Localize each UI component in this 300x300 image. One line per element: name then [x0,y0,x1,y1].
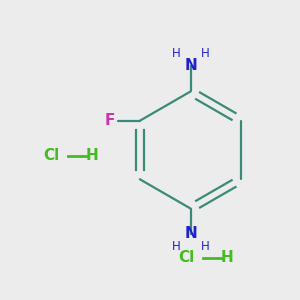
Text: H: H [85,148,98,164]
Text: H: H [200,239,209,253]
Text: Cl: Cl [178,250,194,266]
Text: H: H [220,250,233,266]
Text: H: H [200,47,209,61]
Text: Cl: Cl [43,148,59,164]
Text: H: H [172,47,181,61]
Text: N: N [184,226,197,242]
Text: F: F [105,113,115,128]
Text: N: N [184,58,197,74]
Text: H: H [172,239,181,253]
